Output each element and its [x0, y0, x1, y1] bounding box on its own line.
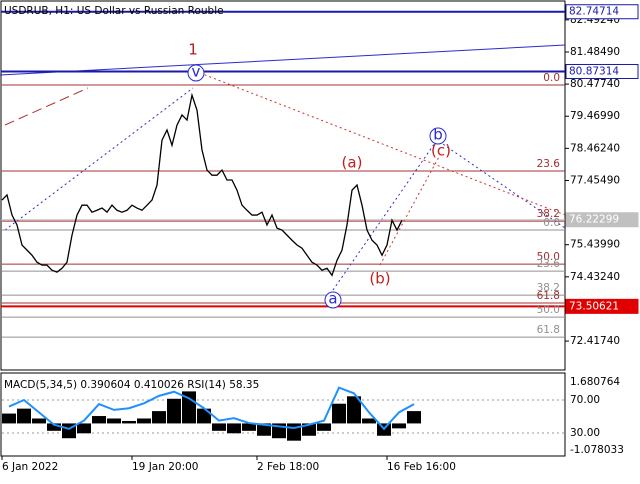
y-tick-label: 79.46990	[570, 110, 620, 122]
trend-line	[0, 44, 566, 76]
level-box	[565, 298, 639, 314]
level-label: 80.87314	[569, 65, 619, 77]
y-tick-label: 75.43990	[570, 239, 620, 251]
wave-circle	[324, 291, 342, 309]
fib-label: 38.2	[537, 282, 560, 294]
y-tick-label: 74.43240	[570, 271, 620, 283]
wave-label: a	[328, 290, 337, 308]
y2-tick-label: -1.078033	[570, 444, 624, 456]
level-label: 73.50621	[569, 300, 619, 312]
fib-label: 50.0	[537, 304, 560, 316]
macd-bar	[152, 411, 166, 424]
y-tick-label: 30.00	[570, 427, 600, 439]
wave-label: b	[433, 126, 443, 144]
macd-bar	[32, 418, 46, 424]
fib-label: 61.8	[537, 324, 560, 336]
y-tick-label: 80.47740	[570, 78, 620, 90]
level-box	[565, 63, 639, 79]
macd-bar	[347, 396, 361, 424]
indicator-frame	[0, 372, 566, 457]
wave-label: 1	[188, 41, 198, 59]
wave-circle	[187, 64, 205, 82]
macd-bar	[182, 391, 196, 424]
wave-line	[332, 139, 566, 291]
wave-label: (c)	[431, 142, 451, 160]
wave-circle	[429, 127, 447, 145]
macd-bar	[2, 413, 16, 424]
y-tick-label: 78.46240	[570, 142, 620, 154]
x-tick-label: 19 Jan 20:00	[132, 461, 198, 473]
y2-tick-label: 1.680764	[570, 376, 620, 388]
indicator-title: MACD(5,34,5) 0.390604 0.410026 RSI(14) 5…	[4, 379, 259, 391]
fib-label: 0.0	[543, 72, 560, 84]
fib-label: 0.0	[543, 217, 560, 229]
main-frame	[0, 0, 566, 371]
wave-label: v	[192, 63, 201, 81]
level-label: 82.74714	[569, 6, 619, 18]
chart-title: USDRUB, H1: US Dollar vs Russian Rouble	[4, 5, 224, 17]
x-tick-label: 6 Jan 2022	[2, 461, 58, 473]
macd-bar	[107, 418, 121, 424]
macd-bar	[407, 411, 421, 424]
level-box	[565, 212, 639, 228]
macd-bar	[332, 403, 346, 424]
wave-line	[4, 87, 194, 231]
y-tick-label: 77.45490	[570, 174, 620, 186]
macd-bar	[227, 423, 241, 434]
wave-line	[379, 154, 441, 266]
macd-bar	[257, 423, 271, 436]
macd-bar	[137, 418, 151, 424]
fib-label: 50.0	[537, 251, 560, 263]
macd-bar	[212, 423, 226, 431]
macd-bar	[92, 416, 106, 424]
level-label: 76.22299	[569, 214, 619, 226]
macd-bar	[122, 420, 136, 424]
y-tick-label: 70.00	[570, 394, 600, 406]
macd-bar	[77, 423, 91, 434]
plot-layer	[1, 10, 565, 338]
price-line	[1, 92, 403, 277]
y-tick-label: 72.41740	[570, 335, 620, 347]
macd-bar	[392, 423, 406, 429]
macd-bar	[242, 423, 256, 431]
wave-label: (a)	[342, 154, 363, 172]
fib-label: 61.8	[537, 290, 560, 302]
macd-bar	[167, 398, 181, 424]
macd-bar	[47, 423, 61, 431]
fib-label: 23.6	[537, 158, 561, 170]
y-tick-label: 81.48490	[570, 46, 620, 58]
level-box	[565, 4, 639, 20]
fib-label: 23.6	[537, 258, 561, 270]
rsi-line	[8, 386, 415, 431]
macd-bar	[17, 408, 31, 424]
x-tick-label: 16 Feb 16:00	[387, 461, 456, 473]
macd-bar	[362, 418, 376, 424]
macd-bar	[317, 423, 331, 431]
fib-label: 38.2	[537, 208, 560, 220]
macd-bar	[197, 408, 211, 424]
trend-line	[4, 87, 89, 126]
x-tick-label: 2 Feb 18:00	[257, 461, 319, 473]
wave-line	[199, 72, 566, 216]
wave-label: (b)	[369, 270, 390, 288]
